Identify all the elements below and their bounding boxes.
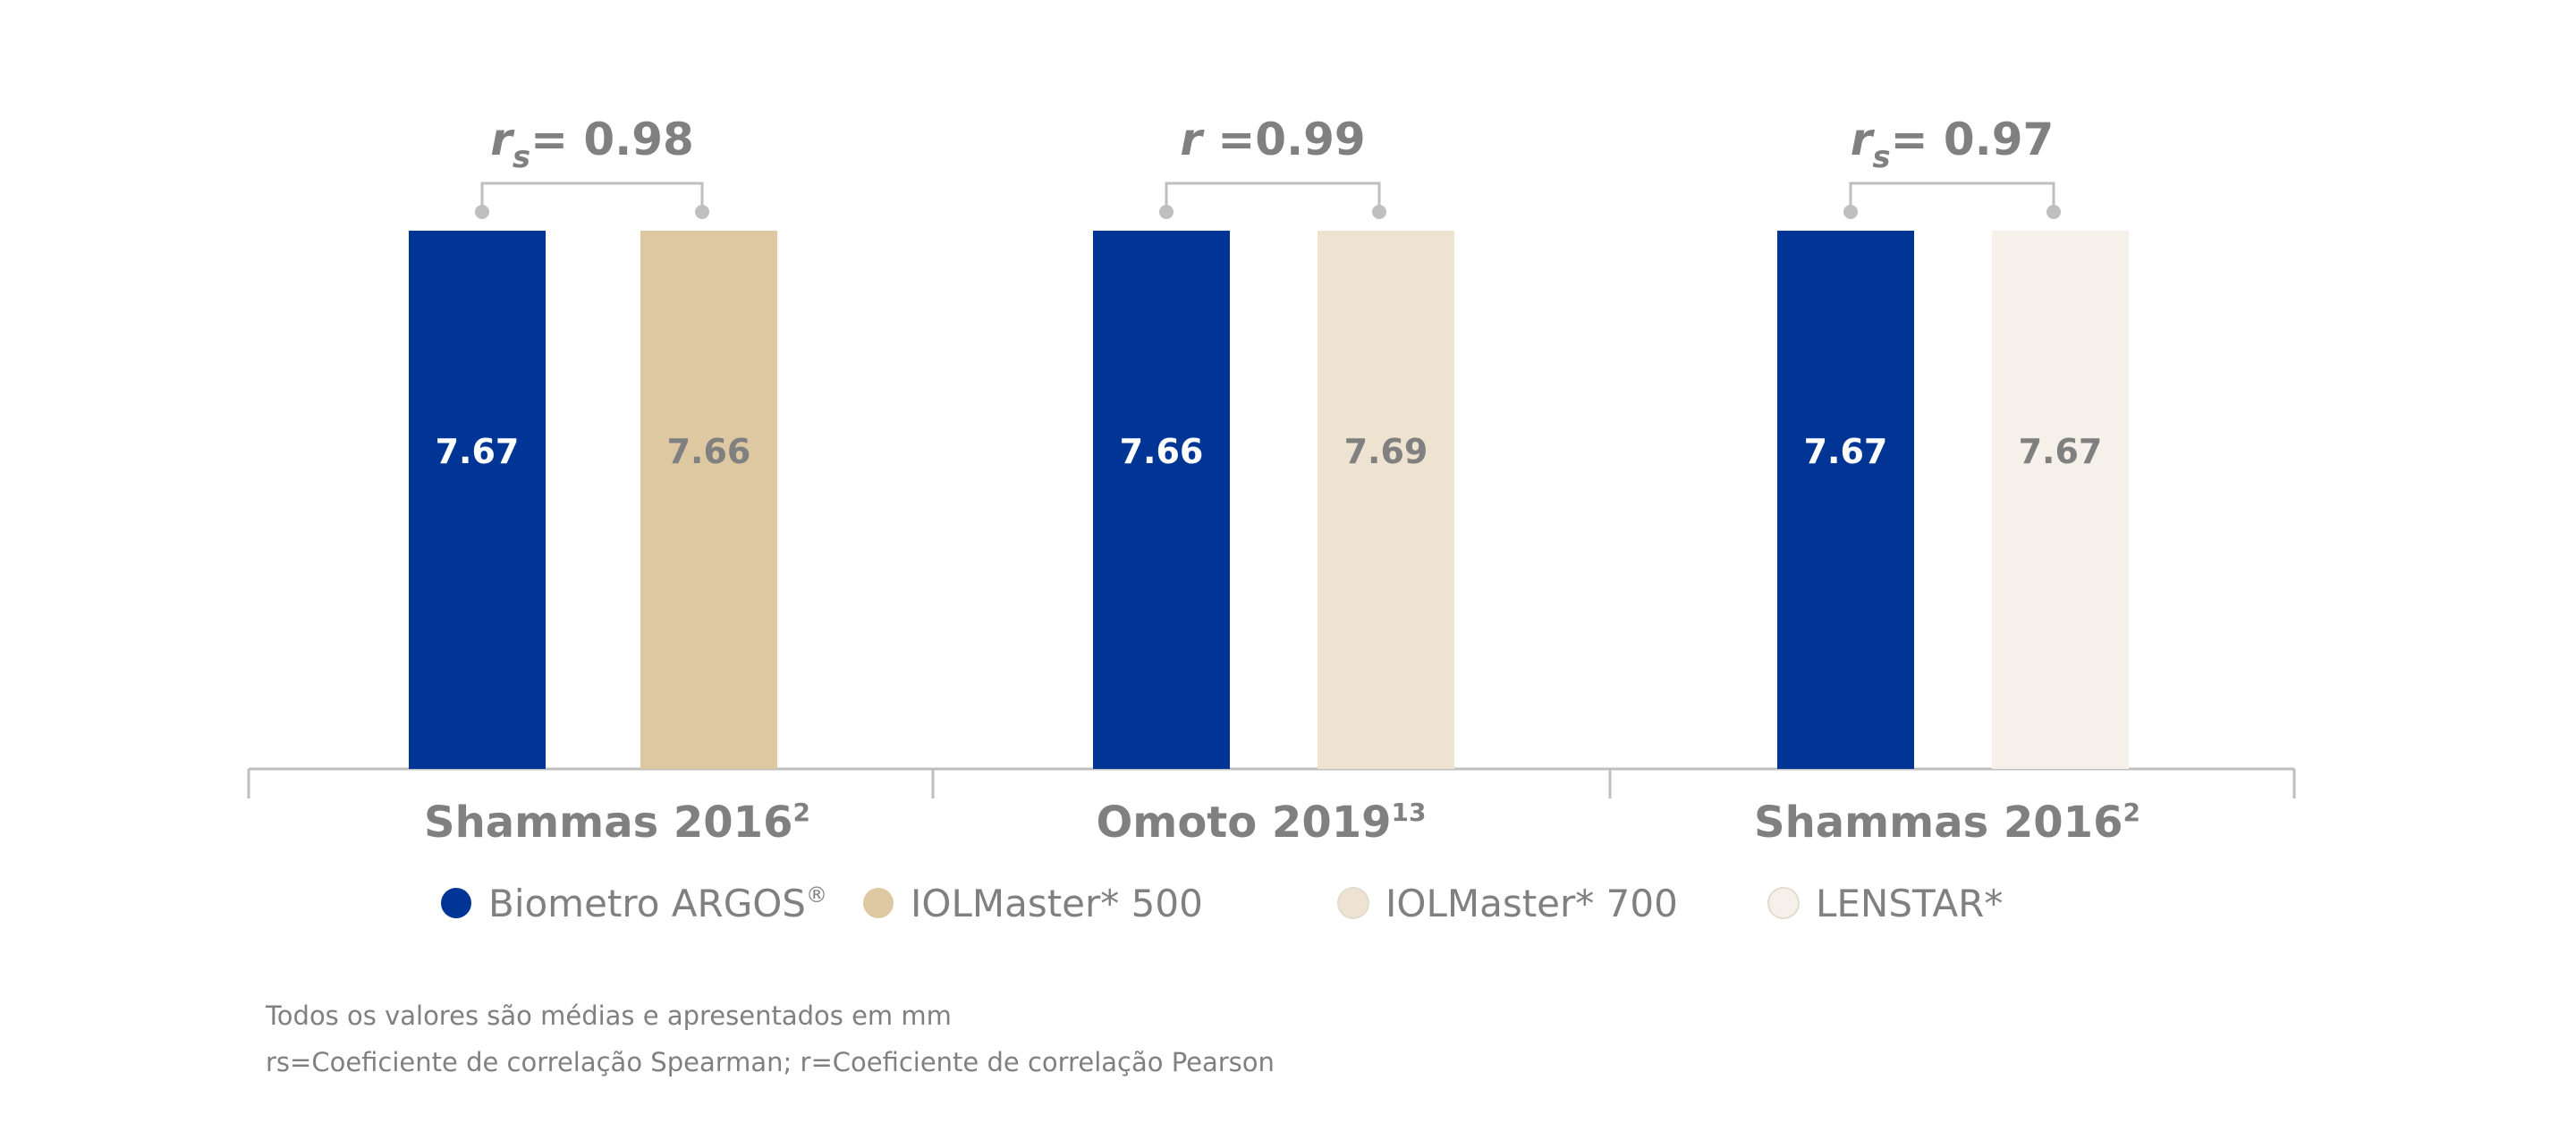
bar-g3-1: [1777, 231, 1914, 769]
bracket-dot: [2046, 205, 2061, 219]
bar-g2-1: [1093, 231, 1230, 769]
bracket-dot: [695, 205, 709, 219]
note-correlation: rs=Coeficiente de correlação Spearman; r…: [266, 1047, 1275, 1077]
bar-value-label: 7.66: [667, 432, 751, 471]
bar-g1-1: [409, 231, 546, 769]
legend-label-3: IOLMaster* 700: [1385, 882, 1678, 925]
bar-g3-2: [1992, 231, 2129, 769]
legend-label-4: LENSTAR*: [1816, 882, 2003, 925]
correlation-label: r =0.99: [1180, 114, 1365, 165]
bracket-dot: [1159, 205, 1174, 219]
bar-value-label: 7.69: [1344, 432, 1428, 471]
bracket-dot: [1372, 205, 1386, 219]
category-label: Omoto 201913: [1097, 798, 1427, 848]
legend-swatch-3: [1337, 887, 1369, 919]
note-units: Todos os valores são médias e apresentad…: [266, 1001, 952, 1031]
legend-label-1: Biometro ARGOS®: [488, 882, 827, 925]
bar-value-label: 7.67: [2019, 432, 2103, 471]
legend-swatch-1: [441, 888, 471, 918]
category-label: Shammas 20162: [424, 798, 810, 848]
correlation-bracket: [1165, 182, 1381, 212]
legend-label-2: IOLMaster* 500: [911, 882, 1203, 925]
chart-notes: Todos os valores são médias e apresentad…: [266, 992, 1275, 1085]
bar-value-label: 7.67: [436, 432, 520, 471]
category-label: Shammas 20162: [1754, 798, 2140, 848]
bracket-dot: [1843, 205, 1858, 219]
correlation-bracket: [480, 182, 704, 212]
correlation-label: rs= 0.97: [1851, 114, 2055, 175]
correlation-label: rs= 0.98: [490, 114, 694, 175]
bar-value-label: 7.67: [1804, 432, 1888, 471]
bar-g2-2: [1318, 231, 1454, 769]
correlation-bracket: [1849, 182, 2055, 212]
bar-g1-2: [640, 231, 777, 769]
legend-swatch-4: [1767, 887, 1800, 919]
bar-value-label: 7.66: [1120, 432, 1204, 471]
legend-swatch-2: [863, 888, 894, 918]
bracket-dot: [475, 205, 489, 219]
